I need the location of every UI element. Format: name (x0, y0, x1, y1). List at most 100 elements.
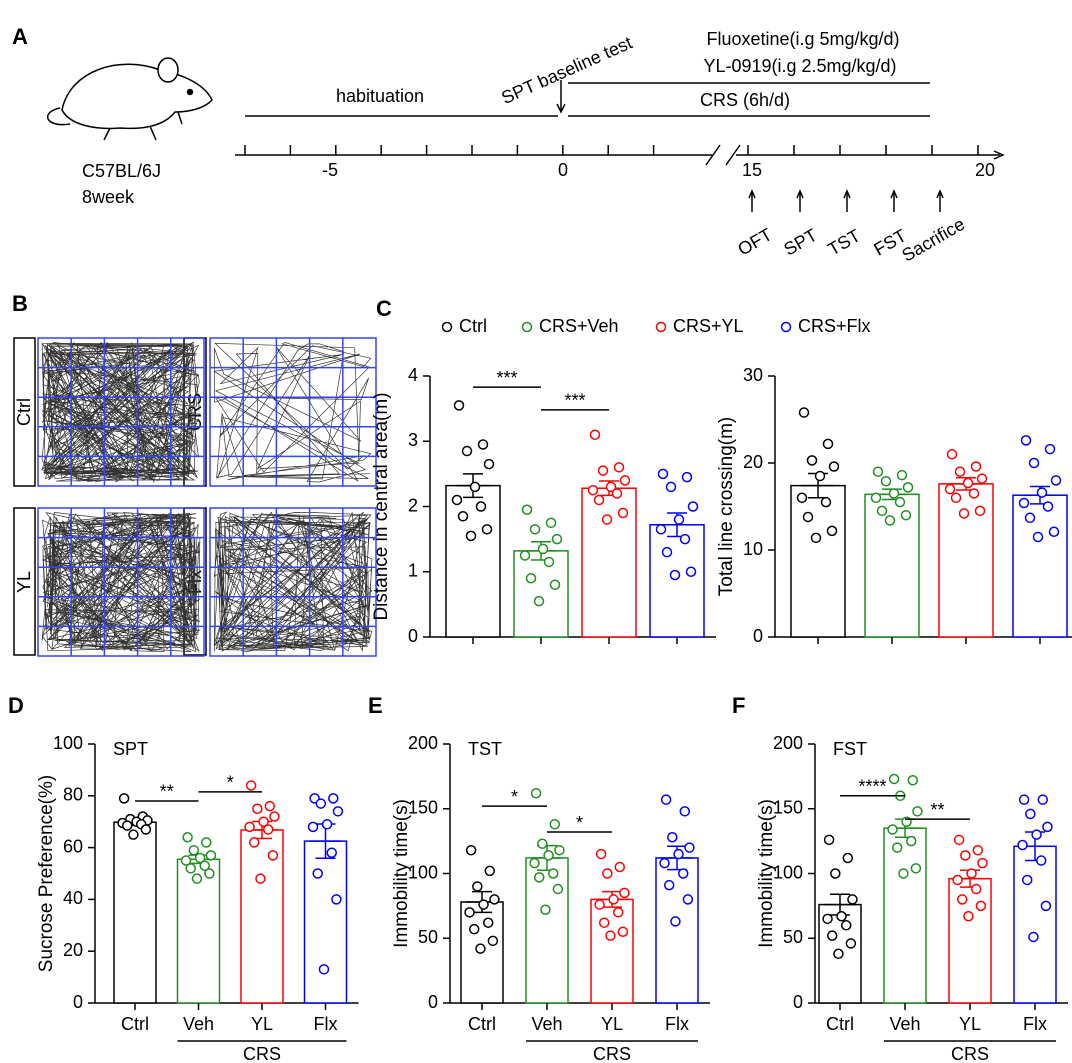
data-point (944, 483, 956, 495)
data-point (545, 517, 557, 529)
arrow-head (993, 150, 1005, 160)
data-point (332, 806, 344, 817)
data-point (847, 894, 858, 905)
data-point (537, 543, 549, 555)
data-point (180, 855, 192, 866)
test-label: Sacrifice (898, 214, 968, 266)
arrow-head (936, 189, 944, 199)
data-point (140, 824, 152, 835)
data-point (946, 449, 958, 460)
x-tick-label: Veh (531, 1014, 562, 1034)
y-axis-label: Sucrose Preference(%) (36, 775, 57, 972)
data-point (453, 400, 465, 411)
track-path (41, 511, 201, 653)
bar (938, 483, 994, 638)
data-point (896, 469, 908, 481)
data-point (823, 834, 835, 846)
significance-label: * (511, 787, 518, 807)
mouse-icon (47, 57, 213, 141)
data-point (245, 780, 257, 791)
data-point (204, 868, 215, 879)
data-point (613, 462, 625, 473)
arrow-head (556, 103, 566, 114)
data-point (551, 533, 563, 545)
age-label: 8week (82, 187, 135, 207)
bar (655, 857, 699, 1004)
legend-marker (441, 321, 453, 333)
data-point (826, 525, 838, 537)
data-point (1042, 501, 1054, 512)
data-point (601, 514, 613, 525)
data-point (891, 842, 903, 853)
data-point (1024, 512, 1036, 524)
data-point (608, 894, 619, 905)
data-point (670, 916, 681, 927)
track-label: YL (14, 571, 34, 593)
data-point (521, 504, 533, 516)
data-point (912, 806, 923, 817)
data-point (828, 461, 840, 472)
bar (790, 484, 846, 638)
data-point (836, 910, 847, 922)
track-path (213, 341, 372, 483)
data-point (1035, 855, 1047, 866)
bar (581, 487, 637, 638)
data-point (619, 887, 630, 899)
data-point (1036, 487, 1048, 498)
data-point (657, 468, 669, 480)
x-tick-label: Flx (1023, 1014, 1047, 1034)
data-point (826, 930, 838, 941)
data-point (655, 524, 667, 535)
data-point (312, 868, 323, 879)
bar (948, 877, 992, 1004)
data-point (682, 894, 694, 905)
x-tick-label: YL (601, 1014, 623, 1034)
x-tick-label: Veh (183, 1014, 214, 1034)
y-tick-label: 200 (408, 733, 438, 753)
group-label: CRS (243, 1044, 281, 1063)
data-point (258, 816, 269, 827)
habituation-label: habituation (336, 86, 424, 106)
y-tick-label: 50 (418, 927, 438, 947)
arena (37, 507, 205, 657)
data-point (529, 857, 540, 869)
data-point (478, 899, 489, 910)
data-point (900, 509, 912, 521)
y-axis-label: Total line crossing(m) (716, 417, 737, 597)
data-point (244, 821, 255, 833)
significance-label: ** (160, 782, 174, 802)
data-point (1044, 443, 1056, 455)
time-tick: -5 (322, 160, 338, 180)
time-tick: 15 (742, 160, 762, 180)
data-point (870, 492, 882, 504)
chart-title: FST (833, 739, 867, 759)
data-point (199, 860, 210, 871)
data-point (182, 831, 193, 843)
data-point (898, 868, 909, 879)
data-point (1048, 526, 1060, 537)
data-point (549, 579, 561, 591)
data-point (540, 904, 551, 916)
bar (303, 840, 348, 1004)
track-label: Ctrl (14, 398, 34, 426)
data-point (489, 894, 500, 905)
data-point (1018, 497, 1030, 509)
data-point (1040, 900, 1052, 912)
data-point (665, 481, 677, 493)
data-point (972, 844, 984, 856)
data-point (1018, 794, 1030, 805)
data-point (830, 868, 841, 879)
data-point (977, 857, 988, 869)
y-tick-label: 3 (408, 430, 418, 450)
panel-label: E (368, 693, 383, 718)
y-tick-label: 0 (793, 992, 803, 1012)
data-point (970, 883, 982, 895)
y-tick-label: 30 (743, 365, 763, 385)
data-point (475, 501, 487, 512)
axis-break (705, 144, 741, 166)
data-point (128, 829, 139, 840)
y-tick-label: 150 (773, 798, 803, 818)
data-point (614, 861, 626, 873)
data-point (1042, 821, 1053, 833)
data-point (806, 455, 818, 466)
